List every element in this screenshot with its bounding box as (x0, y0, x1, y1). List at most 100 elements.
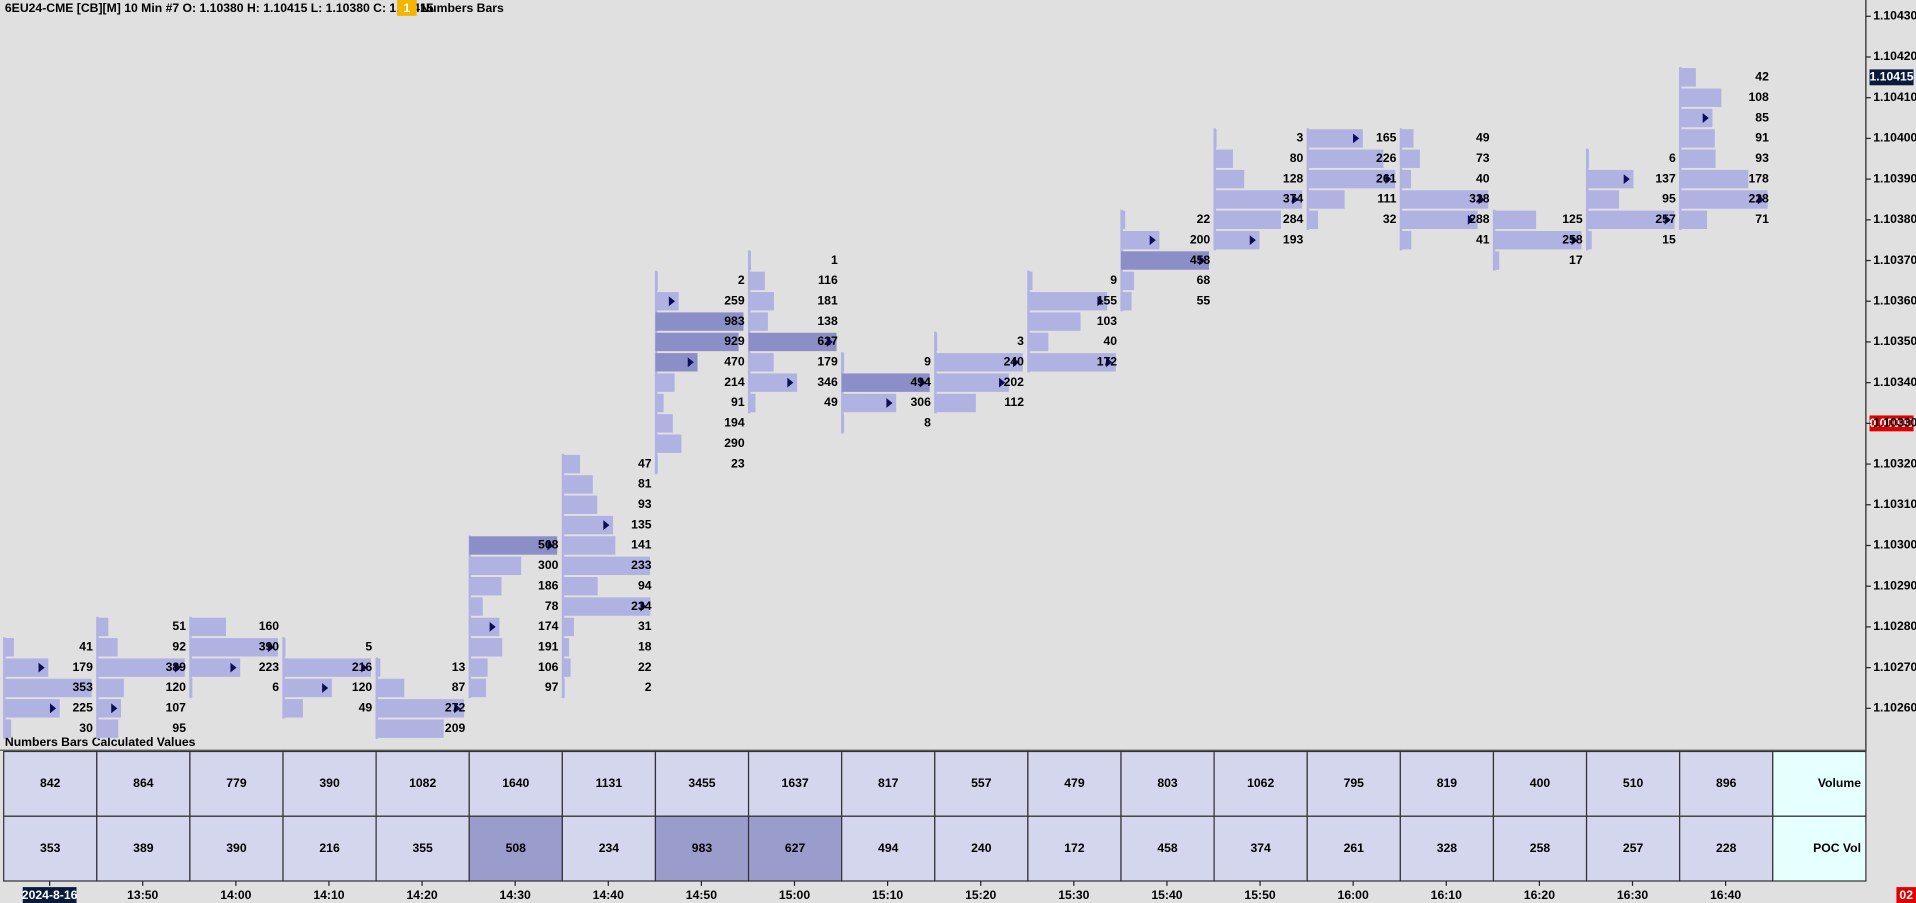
volume-bar (655, 454, 658, 474)
table-cell (1213, 750, 1308, 817)
volume-bar (96, 699, 121, 718)
table-value: 355 (412, 841, 433, 855)
marker (1702, 113, 1709, 123)
table-cell (1027, 750, 1122, 817)
volume-label: 41 (1476, 232, 1490, 246)
marker (1385, 174, 1392, 185)
table-title: Numbers Bars Calculated Values (5, 735, 196, 749)
volume-label: 494 (910, 375, 931, 389)
last-price-box (1869, 69, 1914, 86)
table-cell (654, 750, 750, 817)
volume-bar (1679, 129, 1715, 148)
volume-label: 178 (1748, 171, 1769, 185)
table-value: 216 (319, 841, 340, 855)
volume-bar (469, 556, 522, 576)
x-tick-label: 16:40 (1710, 888, 1741, 902)
volume-label: 458 (1190, 253, 1211, 267)
volume-bar (655, 312, 744, 331)
table-cell (1679, 750, 1774, 817)
marker (640, 601, 647, 612)
volume-label: 31 (638, 619, 652, 633)
table-cell (1120, 750, 1215, 817)
volume-bar (469, 536, 558, 555)
volume-label: 2 (645, 680, 652, 694)
table-cell (1306, 815, 1401, 882)
x-tick-label: 16:20 (1524, 888, 1555, 902)
volume-label: 91 (1755, 131, 1769, 145)
volume-label: 374 (1283, 192, 1304, 206)
x-tick-label: 14:40 (593, 888, 624, 902)
volume-label: 18 (638, 639, 652, 653)
table-cell (375, 815, 470, 882)
x-tick-label: 14:10 (313, 888, 344, 902)
x-tick-label: 15:50 (1244, 888, 1275, 902)
volume-label: 120 (166, 680, 187, 694)
volume-bar (748, 332, 837, 352)
volume-label: 234 (631, 599, 652, 613)
x-tick-label: 16:10 (1431, 888, 1462, 902)
volume-bar (1027, 353, 1116, 372)
volume-bar (562, 556, 650, 576)
volume-label: 55 (1197, 293, 1211, 307)
volume-bar (1679, 68, 1696, 87)
marker (38, 662, 45, 673)
y-tick-label: 1.10400 (1873, 131, 1916, 145)
table-cell (3, 750, 98, 817)
volume-label: 172 (1097, 355, 1118, 369)
volume-label: 93 (638, 497, 652, 511)
volume-bar (655, 434, 682, 453)
volume-bar (376, 719, 444, 738)
y-tick-label: 1.10260 (1873, 701, 1916, 715)
volume-bar (1400, 210, 1478, 230)
table-cell (1492, 750, 1588, 817)
marker (919, 377, 926, 388)
volume-label: 179 (73, 660, 94, 674)
x-tick-label: 14:50 (686, 888, 717, 902)
volume-bar (1027, 292, 1108, 311)
volume-label: 13 (452, 660, 466, 674)
volume-bar (1214, 210, 1281, 230)
volume-label: 128 (1283, 171, 1304, 185)
volume-bar (283, 638, 286, 657)
volume-bar (1121, 292, 1132, 311)
volume-bar (1214, 190, 1303, 209)
table-value: 390 (226, 841, 247, 855)
x-tick-label: 16:00 (1338, 888, 1369, 902)
volume-label: 95 (1662, 192, 1676, 206)
volume-label: 346 (817, 375, 838, 389)
marker (1571, 235, 1578, 246)
x-tick-label: 14:00 (220, 888, 251, 902)
study-name: Numbers Bars (420, 1, 504, 15)
volume-label: 228 (1748, 192, 1769, 206)
volume-label: 135 (631, 517, 652, 531)
table-value: 374 (1250, 841, 1271, 855)
volume-label: 328 (1469, 192, 1490, 206)
table-value: 627 (785, 841, 806, 855)
volume-label: 225 (73, 701, 94, 715)
marker (886, 398, 893, 408)
marker (454, 703, 461, 714)
x-tick-label: 15:10 (872, 888, 903, 902)
volume-label: 32 (1383, 212, 1397, 226)
table-value: 819 (1437, 776, 1458, 790)
volume-label: 41 (79, 639, 93, 653)
volume-label: 22 (1197, 212, 1211, 226)
table-cell (1213, 815, 1308, 882)
table-value: 458 (1157, 841, 1178, 855)
volume-bar (376, 699, 465, 718)
volume-bar (1586, 149, 1590, 168)
volume-bar (655, 393, 664, 413)
volume-label: 258 (1562, 232, 1583, 246)
volume-bar (1679, 190, 1768, 209)
volume-bar (562, 576, 598, 596)
volume-bar (1493, 210, 1537, 230)
volume-label: 186 (538, 578, 559, 592)
y-tick-label: 1.10280 (1873, 619, 1916, 633)
marker (787, 377, 794, 388)
volume-label: 160 (259, 619, 280, 633)
volume-bar (934, 353, 1023, 372)
x-tick-label: 15:30 (1058, 888, 1089, 902)
volume-bar (841, 414, 845, 433)
volume-label: 306 (910, 395, 931, 409)
